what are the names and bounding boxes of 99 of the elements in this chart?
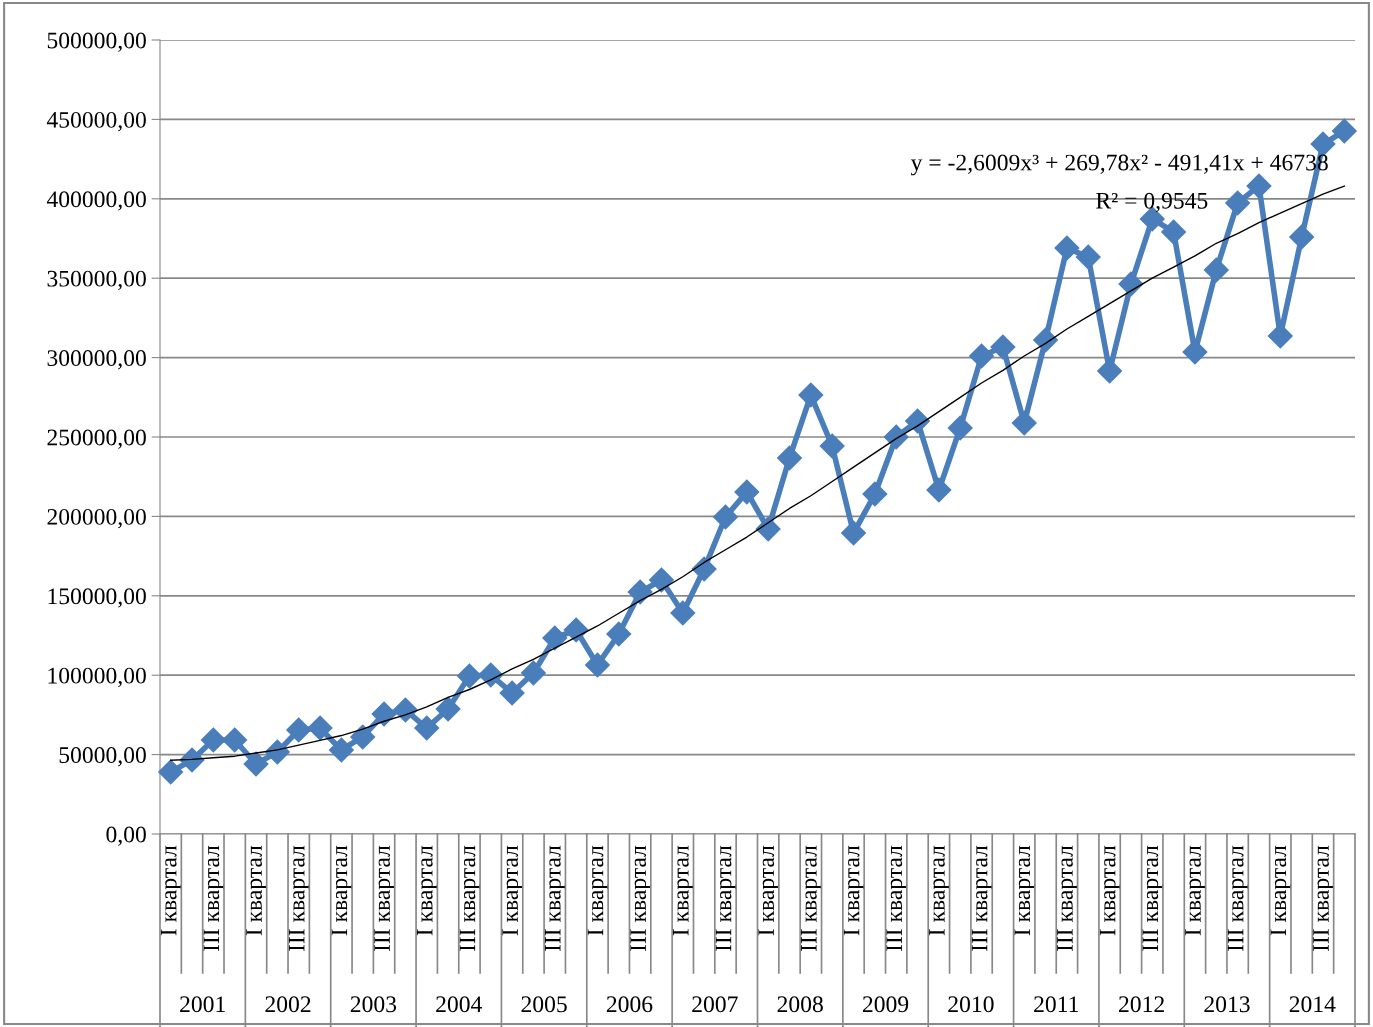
x-tick-label: III квартал — [288, 845, 310, 952]
text: 2014 — [1289, 996, 1336, 1013]
y-tick-label: 450000,00 — [46, 111, 146, 132]
point — [371, 701, 397, 727]
x-tick-label: III квартал — [459, 845, 481, 952]
annotation: R² = 0,9545 — [1096, 192, 1208, 213]
x-tick-label: I квартал — [246, 845, 267, 936]
point — [1033, 327, 1059, 353]
text: 2011 — [1034, 996, 1078, 1013]
x-tick-label: III квартал — [715, 845, 737, 952]
point — [456, 663, 482, 689]
point — [435, 696, 461, 722]
x-tick-label: I квартал — [160, 845, 182, 936]
point — [584, 652, 610, 678]
point — [1331, 118, 1357, 144]
x-tick-label: III квартал — [971, 845, 993, 952]
text: 2004 — [436, 996, 482, 1013]
x-tick-label: I квартал — [502, 845, 523, 936]
text: 2008 — [777, 996, 823, 1013]
point — [1225, 190, 1251, 216]
point — [392, 697, 418, 723]
point — [414, 715, 440, 741]
y-tick-label: 50000,00 — [59, 747, 146, 767]
point — [862, 481, 888, 507]
text: 2005 — [521, 996, 567, 1013]
point — [286, 717, 312, 743]
point — [969, 343, 995, 369]
point — [520, 660, 546, 686]
y-tick-label: 100000,00 — [48, 667, 146, 688]
point — [542, 625, 568, 651]
point — [947, 415, 973, 441]
point — [819, 433, 845, 459]
text: 2009 — [862, 996, 909, 1013]
x-tick-label: I квартал — [416, 845, 438, 936]
x-tick-label: I квартал — [1099, 845, 1121, 936]
point — [1203, 257, 1229, 283]
point — [926, 477, 952, 503]
y-tick-label: 200000,00 — [47, 508, 146, 529]
point — [648, 567, 674, 593]
x-tick-label: I квартал — [843, 845, 865, 936]
point — [499, 680, 525, 706]
x-tick-label: III квартал — [1142, 845, 1163, 952]
point — [1075, 244, 1101, 270]
text: 2002 — [265, 996, 311, 1013]
text: 2012 — [1119, 996, 1164, 1013]
x-tick-label: I квартал — [1014, 845, 1035, 936]
x-tick-label: I квартал — [758, 845, 779, 936]
y-tick-label: 150000,00 — [48, 588, 146, 608]
point — [1054, 235, 1080, 261]
point — [670, 600, 696, 626]
point — [158, 759, 184, 785]
text: 2003 — [350, 996, 397, 1013]
point — [350, 724, 376, 750]
text: 2013 — [1204, 996, 1250, 1013]
x-tick-label: I квартал — [331, 845, 353, 936]
point — [627, 579, 653, 605]
point — [264, 739, 290, 765]
text: 2007 — [692, 996, 738, 1013]
point — [606, 621, 632, 647]
y-tick-label: 250000,00 — [47, 429, 146, 449]
x-tick-label: III квартал — [374, 845, 395, 952]
x-tick-label: III квартал — [630, 845, 651, 952]
x-tick-label: I квартал — [1185, 845, 1206, 936]
x-tick-label: III квартал — [1227, 845, 1249, 952]
x-tick-label: III квартал — [886, 845, 907, 952]
point — [798, 382, 824, 408]
point — [200, 727, 226, 753]
text: 2010 — [948, 996, 994, 1013]
y-tick-label: 0,00 — [106, 826, 146, 846]
point — [1246, 173, 1272, 199]
point — [1289, 224, 1315, 250]
point — [478, 662, 504, 688]
x-tick-label: I квартал — [673, 845, 694, 936]
text: 2001 — [180, 996, 225, 1013]
point — [328, 737, 354, 763]
y-tick-label: 500000,00 — [47, 32, 146, 52]
x-tick-label: III квартал — [1057, 845, 1078, 952]
text: 2006 — [606, 996, 653, 1013]
x-tick-label: III квартал — [801, 845, 822, 952]
x-tick-label: I квартал — [587, 845, 609, 936]
point — [905, 408, 931, 434]
point — [243, 751, 269, 777]
point — [777, 445, 802, 471]
point — [734, 479, 760, 505]
point — [1011, 410, 1037, 436]
x-tick-label: III квартал — [1313, 845, 1334, 952]
x-tick-label: III квартал — [544, 845, 566, 952]
point — [841, 520, 867, 546]
y-tick-label: 400000,00 — [46, 191, 146, 211]
x-tick-label: I квартал — [1270, 845, 1292, 936]
point — [990, 334, 1016, 360]
x-tick-label: I квартал — [929, 845, 950, 936]
point — [1161, 219, 1187, 245]
point — [713, 504, 738, 530]
x-tick-label: III квартал — [203, 845, 225, 952]
y-tick-label: 350000,00 — [47, 270, 146, 291]
point — [307, 715, 333, 741]
point — [222, 727, 248, 753]
y-tick-label: 300000,00 — [47, 350, 146, 370]
